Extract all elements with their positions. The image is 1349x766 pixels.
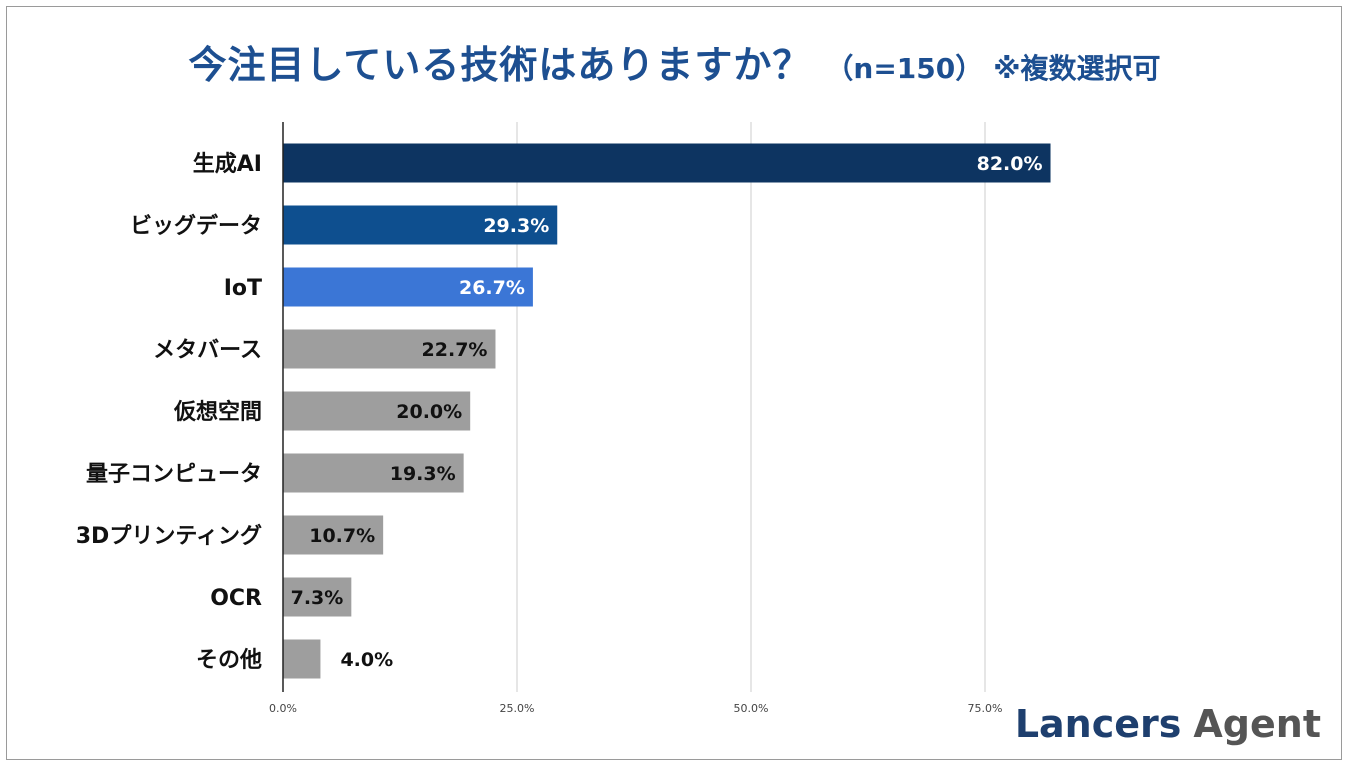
lancers-agent-logo: Lancers Agent — [1015, 702, 1321, 746]
chart-title-main: 今注目している技術はありますか？ — [188, 43, 812, 87]
category-label: 3Dプリンティング — [76, 523, 262, 549]
value-label: 29.3% — [483, 215, 549, 237]
value-label: 20.0% — [396, 401, 462, 423]
x-tick-label: 50.0% — [734, 702, 769, 715]
value-label: 10.7% — [309, 525, 375, 547]
chart-title-sample: （n=150） — [825, 52, 984, 85]
value-label: 7.3% — [291, 587, 344, 609]
x-tick-label: 0.0% — [269, 702, 297, 715]
logo-agent: Agent — [1193, 702, 1321, 746]
category-label: その他 — [196, 648, 262, 673]
category-label: IoT — [224, 276, 262, 301]
x-tick-label: 75.0% — [968, 702, 1003, 715]
value-label: 26.7% — [459, 277, 525, 299]
category-label: 生成AI — [193, 152, 262, 177]
chart-title-note: ※複数選択可 — [993, 52, 1161, 85]
logo-lancers: Lancers — [1014, 702, 1182, 746]
value-label: 19.3% — [390, 463, 456, 485]
category-label: OCR — [210, 586, 262, 611]
bar — [283, 391, 471, 431]
bar — [283, 639, 321, 679]
bar — [283, 577, 352, 617]
value-label: 82.0% — [977, 153, 1043, 175]
category-label: ビッグデータ — [130, 213, 262, 239]
bar — [283, 205, 558, 245]
bar — [283, 143, 1051, 183]
category-label: 仮想空間 — [173, 399, 262, 425]
x-tick-label: 25.0% — [500, 702, 535, 715]
value-label: 4.0% — [340, 649, 393, 671]
chart-frame — [6, 6, 1342, 760]
bar — [283, 515, 384, 555]
chart-title: 今注目している技術はありますか？ （n=150） ※複数選択可 — [0, 34, 1349, 89]
bar — [283, 267, 533, 307]
bar — [283, 329, 496, 369]
category-label: 量子コンピュータ — [86, 462, 262, 487]
value-label: 22.7% — [422, 339, 488, 361]
bar — [283, 453, 464, 493]
category-label: メタバース — [153, 338, 262, 363]
